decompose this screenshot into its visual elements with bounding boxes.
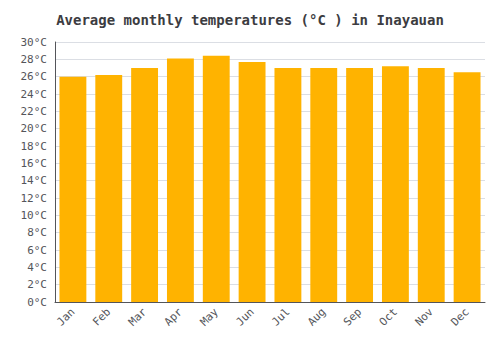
svg-text:Feb: Feb (90, 305, 113, 328)
svg-text:May: May (198, 305, 221, 328)
svg-text:Mar: Mar (126, 305, 149, 328)
svg-text:24°C: 24°C (21, 88, 48, 101)
svg-text:4°C: 4°C (27, 261, 47, 274)
svg-text:26°C: 26°C (21, 70, 48, 83)
svg-text:6°C: 6°C (27, 244, 47, 257)
svg-text:Aug: Aug (305, 305, 328, 328)
svg-text:Average monthly temperatures (: Average monthly temperatures (°C ) in In… (56, 12, 444, 28)
svg-text:20°C: 20°C (21, 122, 48, 135)
svg-text:Nov: Nov (413, 305, 436, 328)
svg-text:Dec: Dec (448, 305, 471, 328)
svg-text:14°C: 14°C (21, 174, 48, 187)
svg-text:18°C: 18°C (21, 140, 48, 153)
svg-text:Jan: Jan (54, 305, 77, 328)
svg-text:Jul: Jul (269, 305, 292, 328)
svg-text:0°C: 0°C (27, 296, 47, 309)
svg-text:Jun: Jun (233, 305, 256, 328)
svg-text:Apr: Apr (162, 305, 185, 328)
svg-text:8°C: 8°C (27, 226, 47, 239)
svg-text:28°C: 28°C (21, 53, 48, 66)
svg-text:2°C: 2°C (27, 278, 47, 291)
svg-text:Oct: Oct (377, 305, 400, 328)
svg-text:12°C: 12°C (21, 192, 48, 205)
svg-text:30°C: 30°C (21, 36, 48, 49)
svg-text:16°C: 16°C (21, 157, 48, 170)
svg-text:Sep: Sep (341, 305, 364, 328)
svg-text:10°C: 10°C (21, 209, 48, 222)
svg-text:22°C: 22°C (21, 105, 48, 118)
